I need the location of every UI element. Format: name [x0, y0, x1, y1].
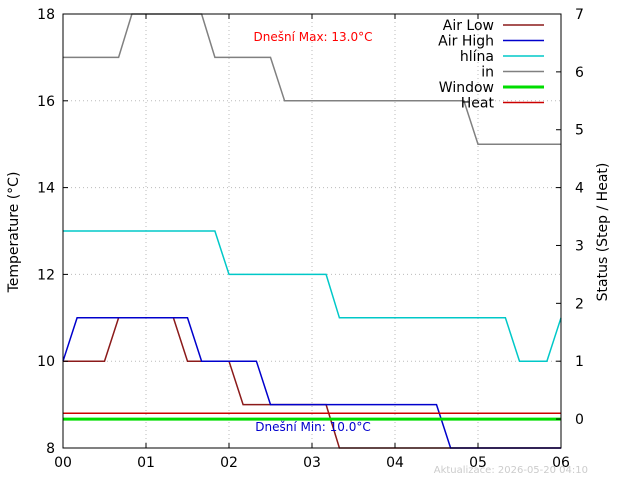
x-tick-label: 02 — [220, 455, 238, 471]
x-tick-label: 03 — [303, 455, 321, 471]
update-timestamp: Aktualizace: 2026-05-20 04:10 — [434, 465, 588, 476]
x-tick-label: 04 — [386, 455, 404, 471]
y2-tick-label: 4 — [575, 181, 584, 197]
y2-axis-label: Status (Step / Heat) — [595, 163, 611, 302]
y2-tick-label: 5 — [575, 123, 584, 139]
y-tick-label: 14 — [37, 181, 55, 197]
x-tick-label: 06 — [552, 455, 570, 471]
y2-tick-label: 7 — [575, 7, 584, 23]
y2-tick-label: 6 — [575, 65, 584, 81]
series-line-air-high — [62, 317, 561, 449]
y2-tick-label: 1 — [575, 354, 584, 370]
min-annotation: Dnešní Min: 10.0°C — [255, 420, 370, 434]
legend-label: in — [481, 65, 494, 81]
y-tick-label: 16 — [37, 94, 55, 110]
y-tick-label: 12 — [37, 267, 55, 283]
y-tick-label: 18 — [37, 7, 55, 23]
y-axis-label: Temperature (°C) — [6, 172, 22, 294]
y2-tick-label: 0 — [575, 412, 584, 428]
legend-label: Air High — [438, 34, 494, 50]
y-tick-label: 8 — [46, 441, 55, 457]
series-line-hl-na — [63, 230, 562, 362]
series-line-in — [63, 13, 561, 145]
x-tick-label: 00 — [54, 455, 72, 471]
y2-tick-label: 3 — [575, 238, 584, 254]
y2-tick-label: 2 — [575, 296, 584, 312]
y-tick-label: 10 — [37, 354, 55, 370]
legend-label: Air Low — [443, 18, 494, 34]
max-annotation: Dnešní Max: 13.0°C — [254, 30, 373, 44]
legend-label: Heat — [461, 96, 495, 112]
x-tick-label: 01 — [137, 455, 155, 471]
x-tick-label: 05 — [469, 455, 487, 471]
legend-label: Window — [439, 80, 494, 96]
legend-label: hlína — [460, 49, 494, 65]
